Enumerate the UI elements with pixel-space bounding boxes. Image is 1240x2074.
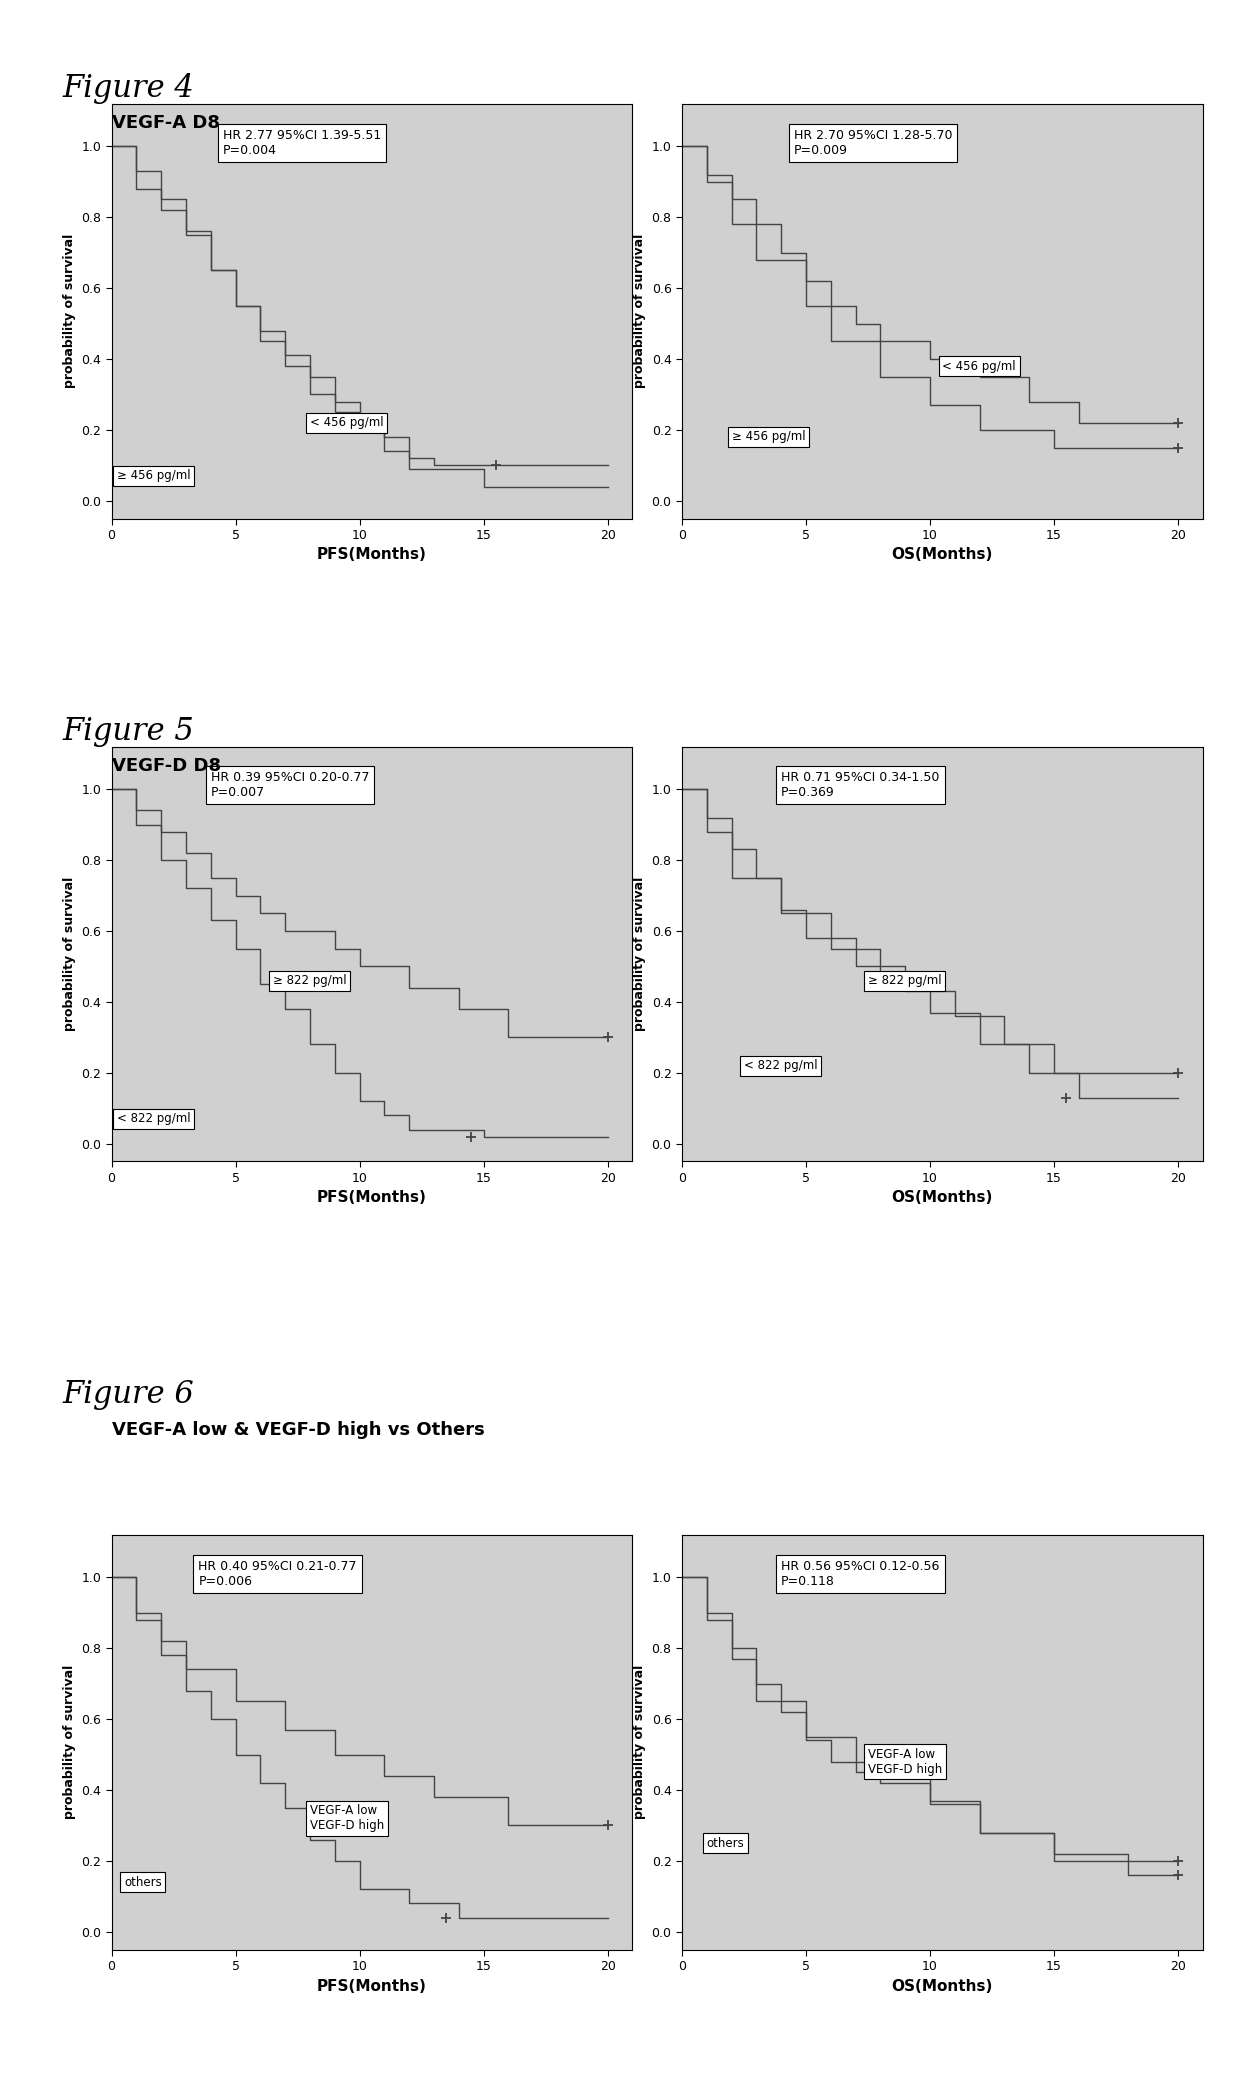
X-axis label: PFS(Months): PFS(Months) <box>317 548 427 562</box>
Y-axis label: probability of survival: probability of survival <box>634 877 646 1031</box>
Y-axis label: probability of survival: probability of survival <box>63 234 76 388</box>
X-axis label: OS(Months): OS(Months) <box>892 548 993 562</box>
Text: ≥ 822 pg/ml: ≥ 822 pg/ml <box>868 975 941 987</box>
Text: others: others <box>124 1875 161 1889</box>
Text: HR 0.39 95%CI 0.20-0.77
P=0.007: HR 0.39 95%CI 0.20-0.77 P=0.007 <box>211 772 370 798</box>
Y-axis label: probability of survival: probability of survival <box>63 877 76 1031</box>
Text: < 822 pg/ml: < 822 pg/ml <box>117 1112 190 1126</box>
Text: HR 2.77 95%CI 1.39-5.51
P=0.004: HR 2.77 95%CI 1.39-5.51 P=0.004 <box>223 129 382 156</box>
X-axis label: OS(Months): OS(Months) <box>892 1190 993 1205</box>
Y-axis label: probability of survival: probability of survival <box>634 1665 646 1819</box>
Text: others: others <box>707 1838 744 1850</box>
Text: Figure 5: Figure 5 <box>62 716 193 747</box>
Text: HR 2.70 95%CI 1.28-5.70
P=0.009: HR 2.70 95%CI 1.28-5.70 P=0.009 <box>794 129 952 156</box>
Text: HR 0.56 95%CI 0.12-0.56
P=0.118: HR 0.56 95%CI 0.12-0.56 P=0.118 <box>781 1560 940 1587</box>
Text: VEGF-D D8: VEGF-D D8 <box>112 757 221 776</box>
Text: ≥ 456 pg/ml: ≥ 456 pg/ml <box>732 431 805 444</box>
X-axis label: PFS(Months): PFS(Months) <box>317 1190 427 1205</box>
Text: Figure 6: Figure 6 <box>62 1379 193 1410</box>
X-axis label: OS(Months): OS(Months) <box>892 1979 993 1993</box>
Text: < 456 pg/ml: < 456 pg/ml <box>310 417 383 429</box>
Text: VEGF-A low
VEGF-D high: VEGF-A low VEGF-D high <box>868 1748 942 1775</box>
Y-axis label: probability of survival: probability of survival <box>634 234 646 388</box>
Text: Figure 4: Figure 4 <box>62 73 193 104</box>
Text: < 456 pg/ml: < 456 pg/ml <box>942 359 1016 373</box>
Text: HR 0.71 95%CI 0.34-1.50
P=0.369: HR 0.71 95%CI 0.34-1.50 P=0.369 <box>781 772 940 798</box>
Y-axis label: probability of survival: probability of survival <box>63 1665 76 1819</box>
Text: < 822 pg/ml: < 822 pg/ml <box>744 1060 817 1072</box>
Text: VEGF-A D8: VEGF-A D8 <box>112 114 219 133</box>
Text: ≥ 456 pg/ml: ≥ 456 pg/ml <box>117 469 190 483</box>
Text: HR 0.40 95%CI 0.21-0.77
P=0.006: HR 0.40 95%CI 0.21-0.77 P=0.006 <box>198 1560 357 1587</box>
Text: ≥ 822 pg/ml: ≥ 822 pg/ml <box>273 975 346 987</box>
X-axis label: PFS(Months): PFS(Months) <box>317 1979 427 1993</box>
Text: VEGF-A low & VEGF-D high vs Others: VEGF-A low & VEGF-D high vs Others <box>112 1421 485 1439</box>
Text: VEGF-A low
VEGF-D high: VEGF-A low VEGF-D high <box>310 1804 384 1833</box>
